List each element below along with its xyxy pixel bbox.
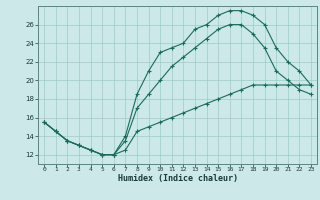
- X-axis label: Humidex (Indice chaleur): Humidex (Indice chaleur): [118, 174, 238, 183]
